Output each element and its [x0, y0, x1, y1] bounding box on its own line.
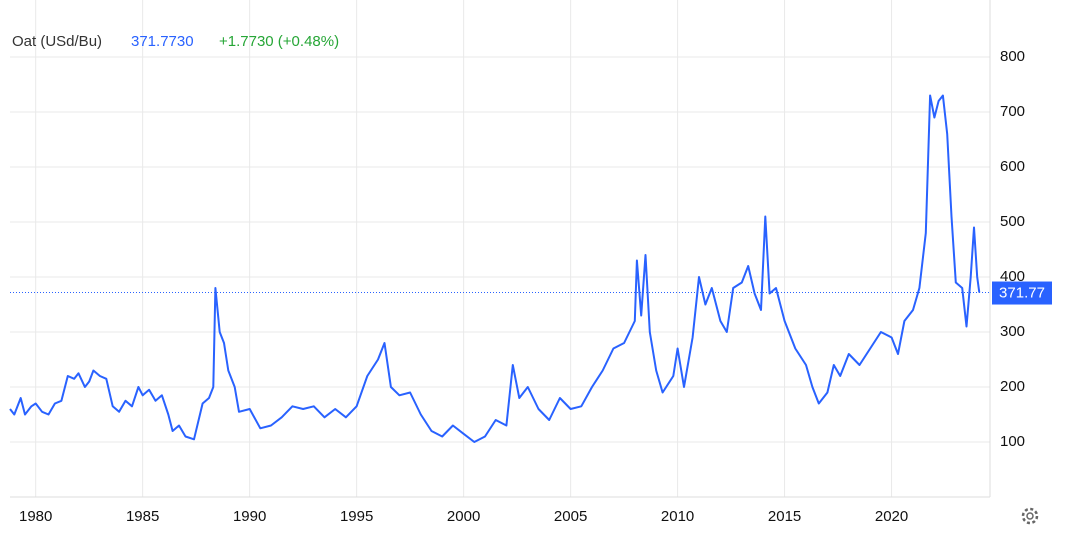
y-tick-label: 400: [1000, 268, 1025, 285]
x-tick-label: 2005: [554, 508, 587, 525]
x-tick-label: 1985: [126, 508, 159, 525]
last-price-label: 371.77: [999, 284, 1045, 301]
x-tick-label: 1980: [19, 508, 52, 525]
gear-teeth[interactable]: [1021, 507, 1039, 525]
y-tick-label: 700: [1000, 103, 1025, 120]
x-tick-label: 2000: [447, 508, 480, 525]
x-tick-label: 1990: [233, 508, 266, 525]
x-tick-label: 2020: [875, 508, 908, 525]
last-price-box: [992, 281, 1052, 305]
gear-hole[interactable]: [1026, 512, 1034, 520]
y-tick-label: 100: [1000, 433, 1025, 450]
y-tick-label: 300: [1000, 323, 1025, 340]
price-line: [9, 94, 981, 443]
x-tick-label: 1995: [340, 508, 373, 525]
change: +1.7730 (+0.48%): [219, 33, 339, 50]
instrument-name: Oat (USd/Bu): [12, 33, 102, 50]
price: 371.7730: [131, 33, 194, 50]
y-tick-label: 500: [1000, 213, 1025, 230]
y-tick-label: 600: [1000, 158, 1025, 175]
y-tick-label: 800: [1000, 48, 1025, 65]
settings-icon[interactable]: [1021, 507, 1039, 525]
x-tick-label: 2015: [768, 508, 801, 525]
y-tick-label: 200: [1000, 378, 1025, 395]
x-tick-label: 2010: [661, 508, 694, 525]
